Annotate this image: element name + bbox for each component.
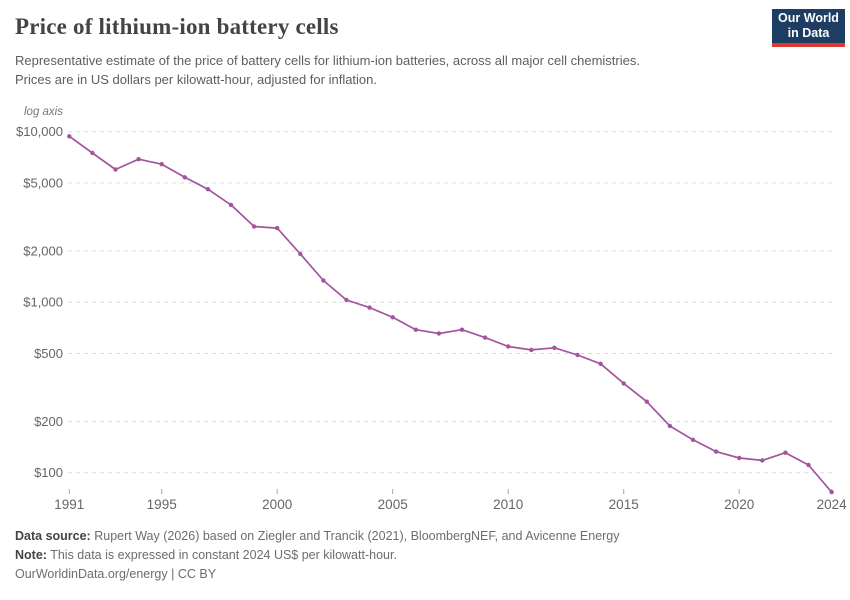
- attribution-line: OurWorldinData.org/energy | CC BY: [15, 565, 835, 584]
- note-label: Note:: [15, 548, 47, 562]
- data-point[interactable]: [737, 455, 742, 461]
- data-point[interactable]: [344, 297, 349, 303]
- separator: |: [171, 567, 175, 581]
- x-tick-label: 1995: [147, 497, 177, 512]
- data-point-markers: [67, 134, 834, 495]
- data-point[interactable]: [90, 150, 95, 156]
- data-point[interactable]: [482, 335, 488, 340]
- note-text: This data is expressed in constant 2024 …: [50, 548, 397, 562]
- data-point[interactable]: [598, 361, 603, 366]
- y-gridlines: [68, 131, 836, 474]
- data-point[interactable]: [529, 347, 534, 353]
- data-point[interactable]: [67, 134, 72, 139]
- subtitle-line-1: Representative estimate of the price of …: [15, 53, 640, 68]
- data-point[interactable]: [667, 423, 673, 429]
- x-tick-label: 2020: [724, 497, 754, 512]
- price-line: [68, 135, 833, 493]
- data-point[interactable]: [552, 345, 557, 350]
- data-point[interactable]: [690, 437, 696, 442]
- y-tick-label: $10,000: [16, 124, 63, 139]
- x-tick-label: 2005: [378, 497, 408, 512]
- y-tick-label: $1,000: [23, 295, 63, 310]
- owid-logo-line2: in Data: [787, 26, 830, 40]
- data-point[interactable]: [367, 305, 372, 310]
- chart-area: $10,000 $5,000 $2,000 $1,000 $500 $200 $100 log…: [0, 100, 850, 515]
- data-point[interactable]: [506, 344, 511, 349]
- data-point[interactable]: [829, 489, 834, 495]
- x-tick-label: 2010: [493, 497, 523, 512]
- y-tick-label: $500: [34, 346, 63, 361]
- data-point[interactable]: [621, 381, 626, 386]
- data-point[interactable]: [182, 175, 187, 180]
- data-point[interactable]: [205, 187, 211, 192]
- x-tick-label: 2000: [262, 497, 292, 512]
- chart-subtitle: Representative estimate of the price of …: [15, 51, 640, 89]
- chart-footer: Data source: Rupert Way (2026) based on …: [15, 527, 835, 584]
- data-point[interactable]: [760, 458, 765, 463]
- y-tick-label: $100: [34, 465, 63, 480]
- owid-logo[interactable]: Our World in Data: [772, 9, 845, 47]
- owid-url-link[interactable]: OurWorldinData.org/energy: [15, 567, 168, 581]
- data-source-line: Data source: Rupert Way (2026) based on …: [15, 527, 835, 546]
- x-tick-label: 2015: [609, 497, 639, 512]
- data-point[interactable]: [251, 224, 257, 229]
- page-title: Price of lithium-ion battery cells: [15, 14, 339, 39]
- data-source-text: Rupert Way (2026) based on Ziegler and T…: [94, 529, 620, 543]
- note-line: Note: This data is expressed in constant…: [15, 546, 835, 565]
- x-tick-label: 2024: [817, 497, 848, 512]
- data-point[interactable]: [390, 315, 395, 320]
- subtitle-line-2: Prices are in US dollars per kilowatt-ho…: [15, 72, 378, 87]
- data-point[interactable]: [806, 462, 811, 468]
- data-point[interactable]: [321, 278, 326, 283]
- data-point[interactable]: [575, 352, 580, 358]
- data-point[interactable]: [413, 327, 418, 332]
- log-axis-label: log axis: [24, 106, 63, 118]
- data-point[interactable]: [644, 399, 649, 404]
- y-axis-labels: $10,000 $5,000 $2,000 $1,000 $500 $200 $100: [16, 124, 63, 480]
- data-point[interactable]: [159, 162, 164, 167]
- data-point[interactable]: [783, 450, 788, 455]
- y-tick-label: $200: [34, 414, 63, 429]
- data-source-label: Data source:: [15, 529, 91, 543]
- owid-logo-line1: Our World: [778, 11, 839, 25]
- data-point[interactable]: [228, 202, 234, 208]
- y-tick-label: $2,000: [23, 243, 63, 258]
- data-point[interactable]: [113, 167, 118, 172]
- data-point[interactable]: [459, 327, 465, 332]
- data-point[interactable]: [713, 449, 719, 454]
- x-axis-ticks: [68, 489, 833, 494]
- data-point[interactable]: [275, 225, 280, 231]
- license-link[interactable]: CC BY: [177, 567, 217, 581]
- data-point[interactable]: [436, 331, 442, 336]
- y-tick-label: $5,000: [23, 176, 63, 191]
- x-axis-labels: 1991 1995 2000 2005 2010 2015 2020 2024: [54, 497, 847, 512]
- data-point[interactable]: [136, 157, 141, 162]
- data-point[interactable]: [298, 251, 303, 257]
- chart-svg: $10,000 $5,000 $2,000 $1,000 $500 $200 $100 log…: [16, 106, 847, 512]
- x-tick-label: 1991: [54, 497, 84, 512]
